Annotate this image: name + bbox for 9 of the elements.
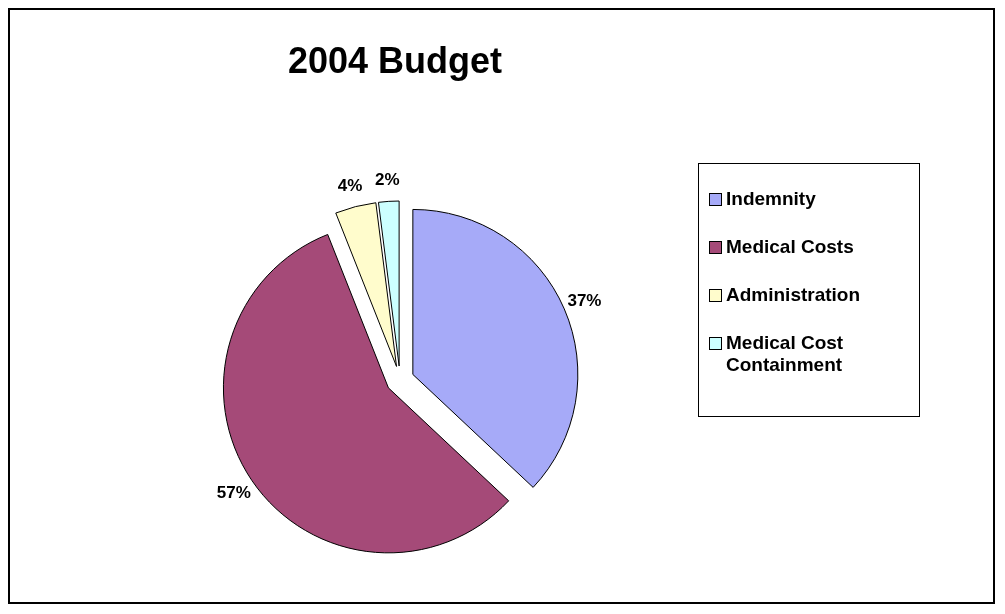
data-label: 2% bbox=[375, 169, 400, 189]
data-label: 37% bbox=[567, 290, 602, 310]
chart-title: 2004 Budget bbox=[286, 40, 504, 82]
data-label: 4% bbox=[337, 175, 363, 195]
legend-label: Medical Costs bbox=[726, 236, 854, 258]
legend-label: Administration bbox=[726, 284, 861, 306]
data-label: 57% bbox=[216, 483, 251, 503]
legend-label: Indemnity bbox=[726, 188, 816, 210]
legend-label: Medical Cost Containment bbox=[726, 332, 845, 376]
